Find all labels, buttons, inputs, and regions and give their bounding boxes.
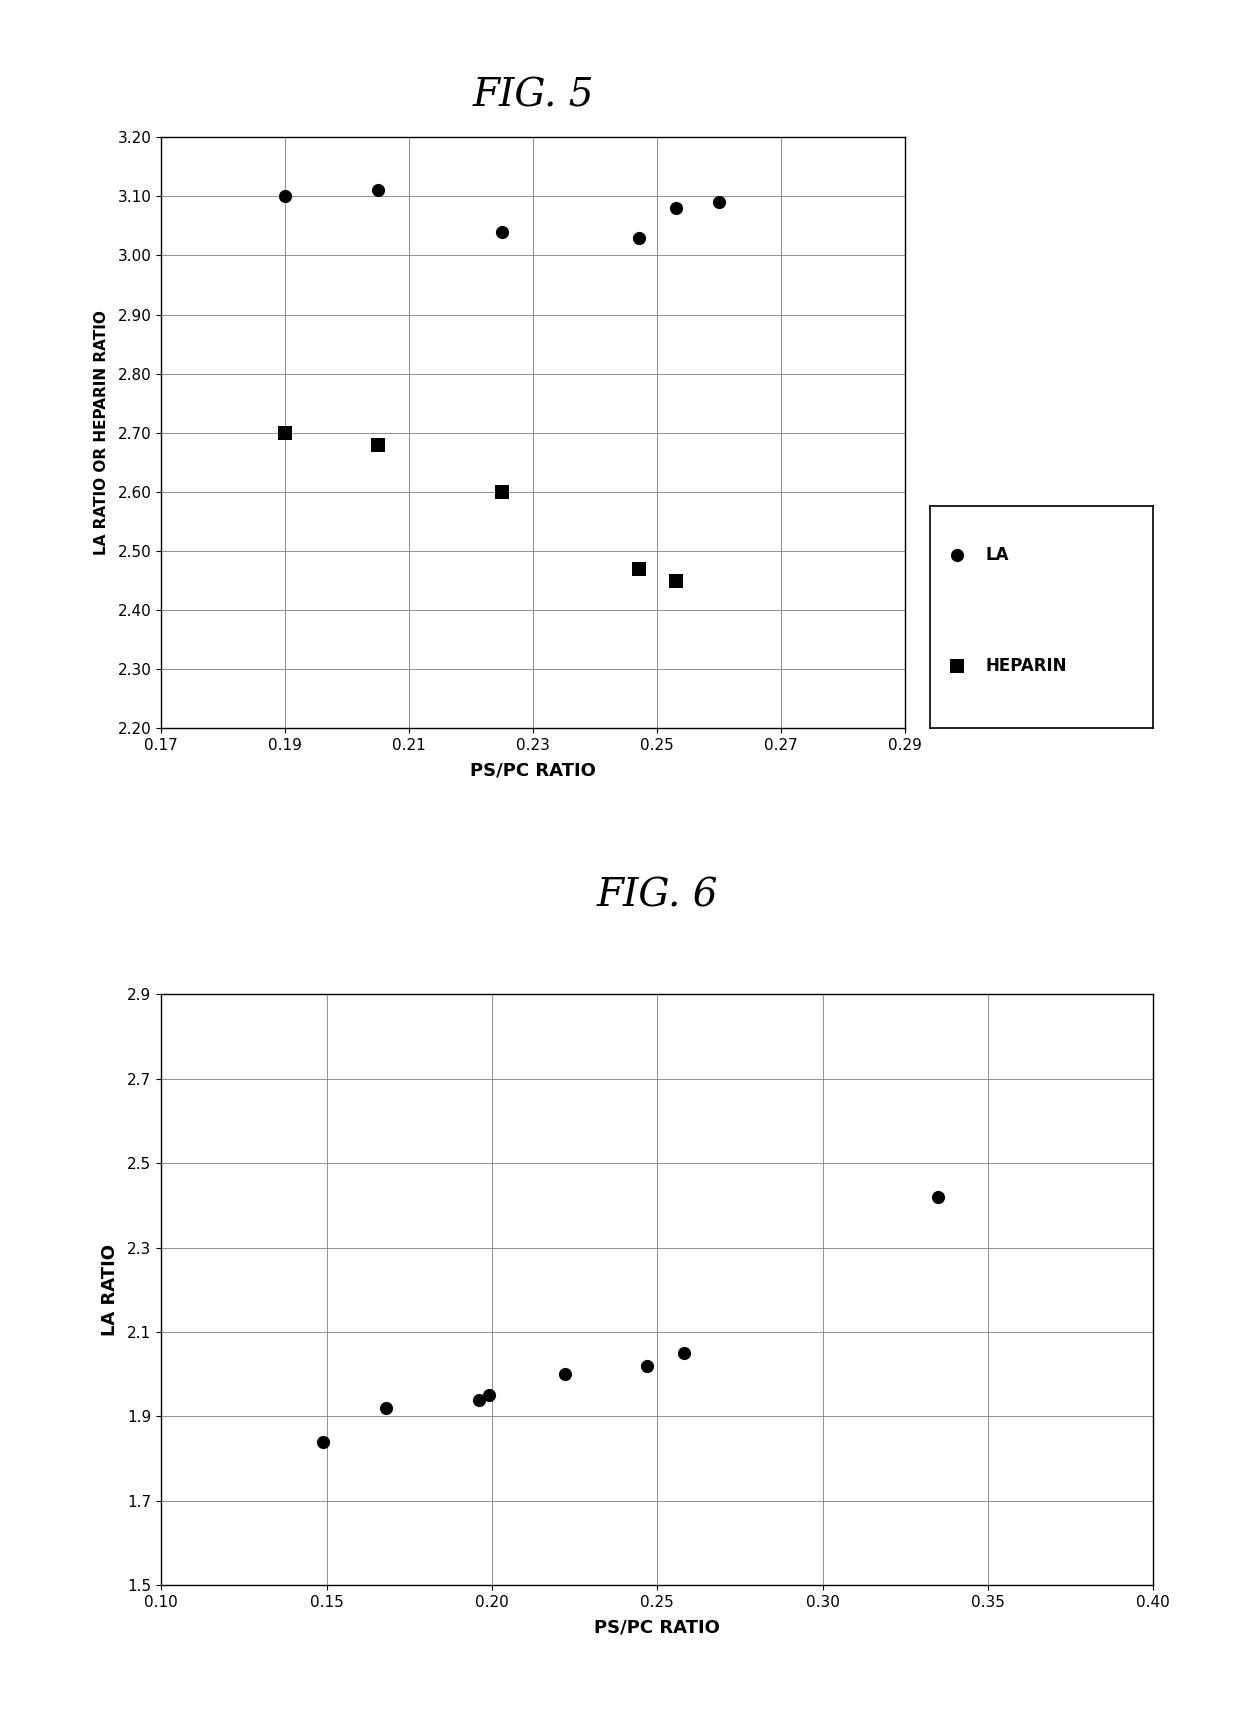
Point	[492, 218, 512, 245]
Point	[947, 542, 967, 569]
Text: FIG. 5: FIG. 5	[472, 77, 594, 115]
Point	[629, 225, 649, 252]
Point	[275, 420, 295, 447]
Point	[554, 1361, 574, 1388]
X-axis label: PS/PC RATIO: PS/PC RATIO	[470, 761, 596, 780]
Point	[469, 1387, 489, 1414]
Point	[629, 555, 649, 583]
Text: LA: LA	[986, 545, 1009, 564]
Point	[368, 177, 388, 204]
Point	[709, 189, 729, 216]
Point	[673, 1339, 693, 1366]
Point	[492, 478, 512, 506]
Y-axis label: LA RATIO OR HEPARIN RATIO: LA RATIO OR HEPARIN RATIO	[94, 310, 109, 555]
Point	[368, 430, 388, 458]
Point	[666, 567, 686, 595]
Point	[314, 1428, 334, 1455]
Point	[929, 1183, 949, 1210]
Point	[376, 1395, 396, 1423]
Point	[666, 194, 686, 221]
Point	[637, 1352, 657, 1380]
Text: HEPARIN: HEPARIN	[986, 656, 1068, 675]
X-axis label: PS/PC RATIO: PS/PC RATIO	[594, 1618, 720, 1637]
Point	[947, 653, 967, 680]
Text: FIG. 6: FIG. 6	[596, 878, 718, 915]
Point	[479, 1381, 498, 1409]
Point	[275, 183, 295, 211]
Y-axis label: LA RATIO: LA RATIO	[100, 1244, 119, 1335]
